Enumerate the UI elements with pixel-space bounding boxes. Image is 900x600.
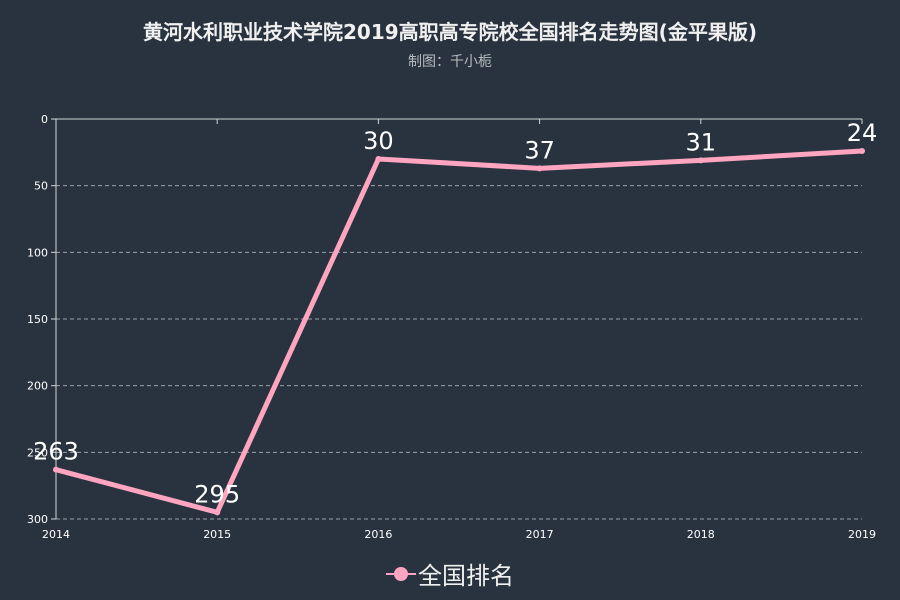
chart-subtitle: 制图：千小栀 (408, 54, 492, 70)
data-point[interactable] (375, 156, 382, 162)
x-tick-label: 2014 (42, 528, 70, 541)
x-tick-label: 2016 (364, 528, 392, 541)
data-labels: 263 295 30 37 31 24 (33, 119, 877, 508)
data-point[interactable] (859, 148, 865, 154)
y-tick-label: 300 (27, 513, 48, 526)
data-label: 24 (847, 119, 878, 147)
x-tick-label: 2018 (687, 528, 715, 541)
legend-label: 全国排名 (418, 562, 514, 590)
y-tick-label: 0 (41, 113, 48, 126)
series-line[interactable] (53, 148, 865, 515)
series-layer (53, 148, 865, 516)
y-tick-label: 200 (27, 380, 48, 393)
data-label: 30 (363, 127, 394, 155)
data-label: 263 (33, 438, 79, 466)
grid-lines (56, 185, 862, 520)
data-label: 37 (524, 136, 555, 164)
y-tick-label: 250 (27, 446, 48, 459)
y-tick-label: 150 (27, 313, 48, 326)
x-tick-label: 2015 (203, 528, 231, 541)
data-point[interactable] (53, 466, 59, 473)
data-point[interactable] (214, 509, 221, 516)
data-point[interactable] (536, 165, 543, 172)
x-tick-label: 2019 (848, 528, 876, 541)
x-tick-label: 2017 (526, 528, 554, 541)
data-label: 31 (686, 128, 717, 156)
legend[interactable]: 全国排名 (0, 556, 900, 591)
axes: 0 50 100 150 200 250 300 2014 2015 2016 2017 2018 20… (27, 113, 876, 541)
y-tick-label: 100 (27, 246, 48, 259)
y-tick-label: 50 (34, 180, 48, 193)
legend-marker-icon (386, 566, 416, 581)
chart-title: 黄河水利职业技术学院2019高职高专院校全国排名走势图(金平果版) (143, 20, 757, 44)
data-label: 295 (194, 480, 240, 508)
data-point[interactable] (697, 157, 704, 164)
